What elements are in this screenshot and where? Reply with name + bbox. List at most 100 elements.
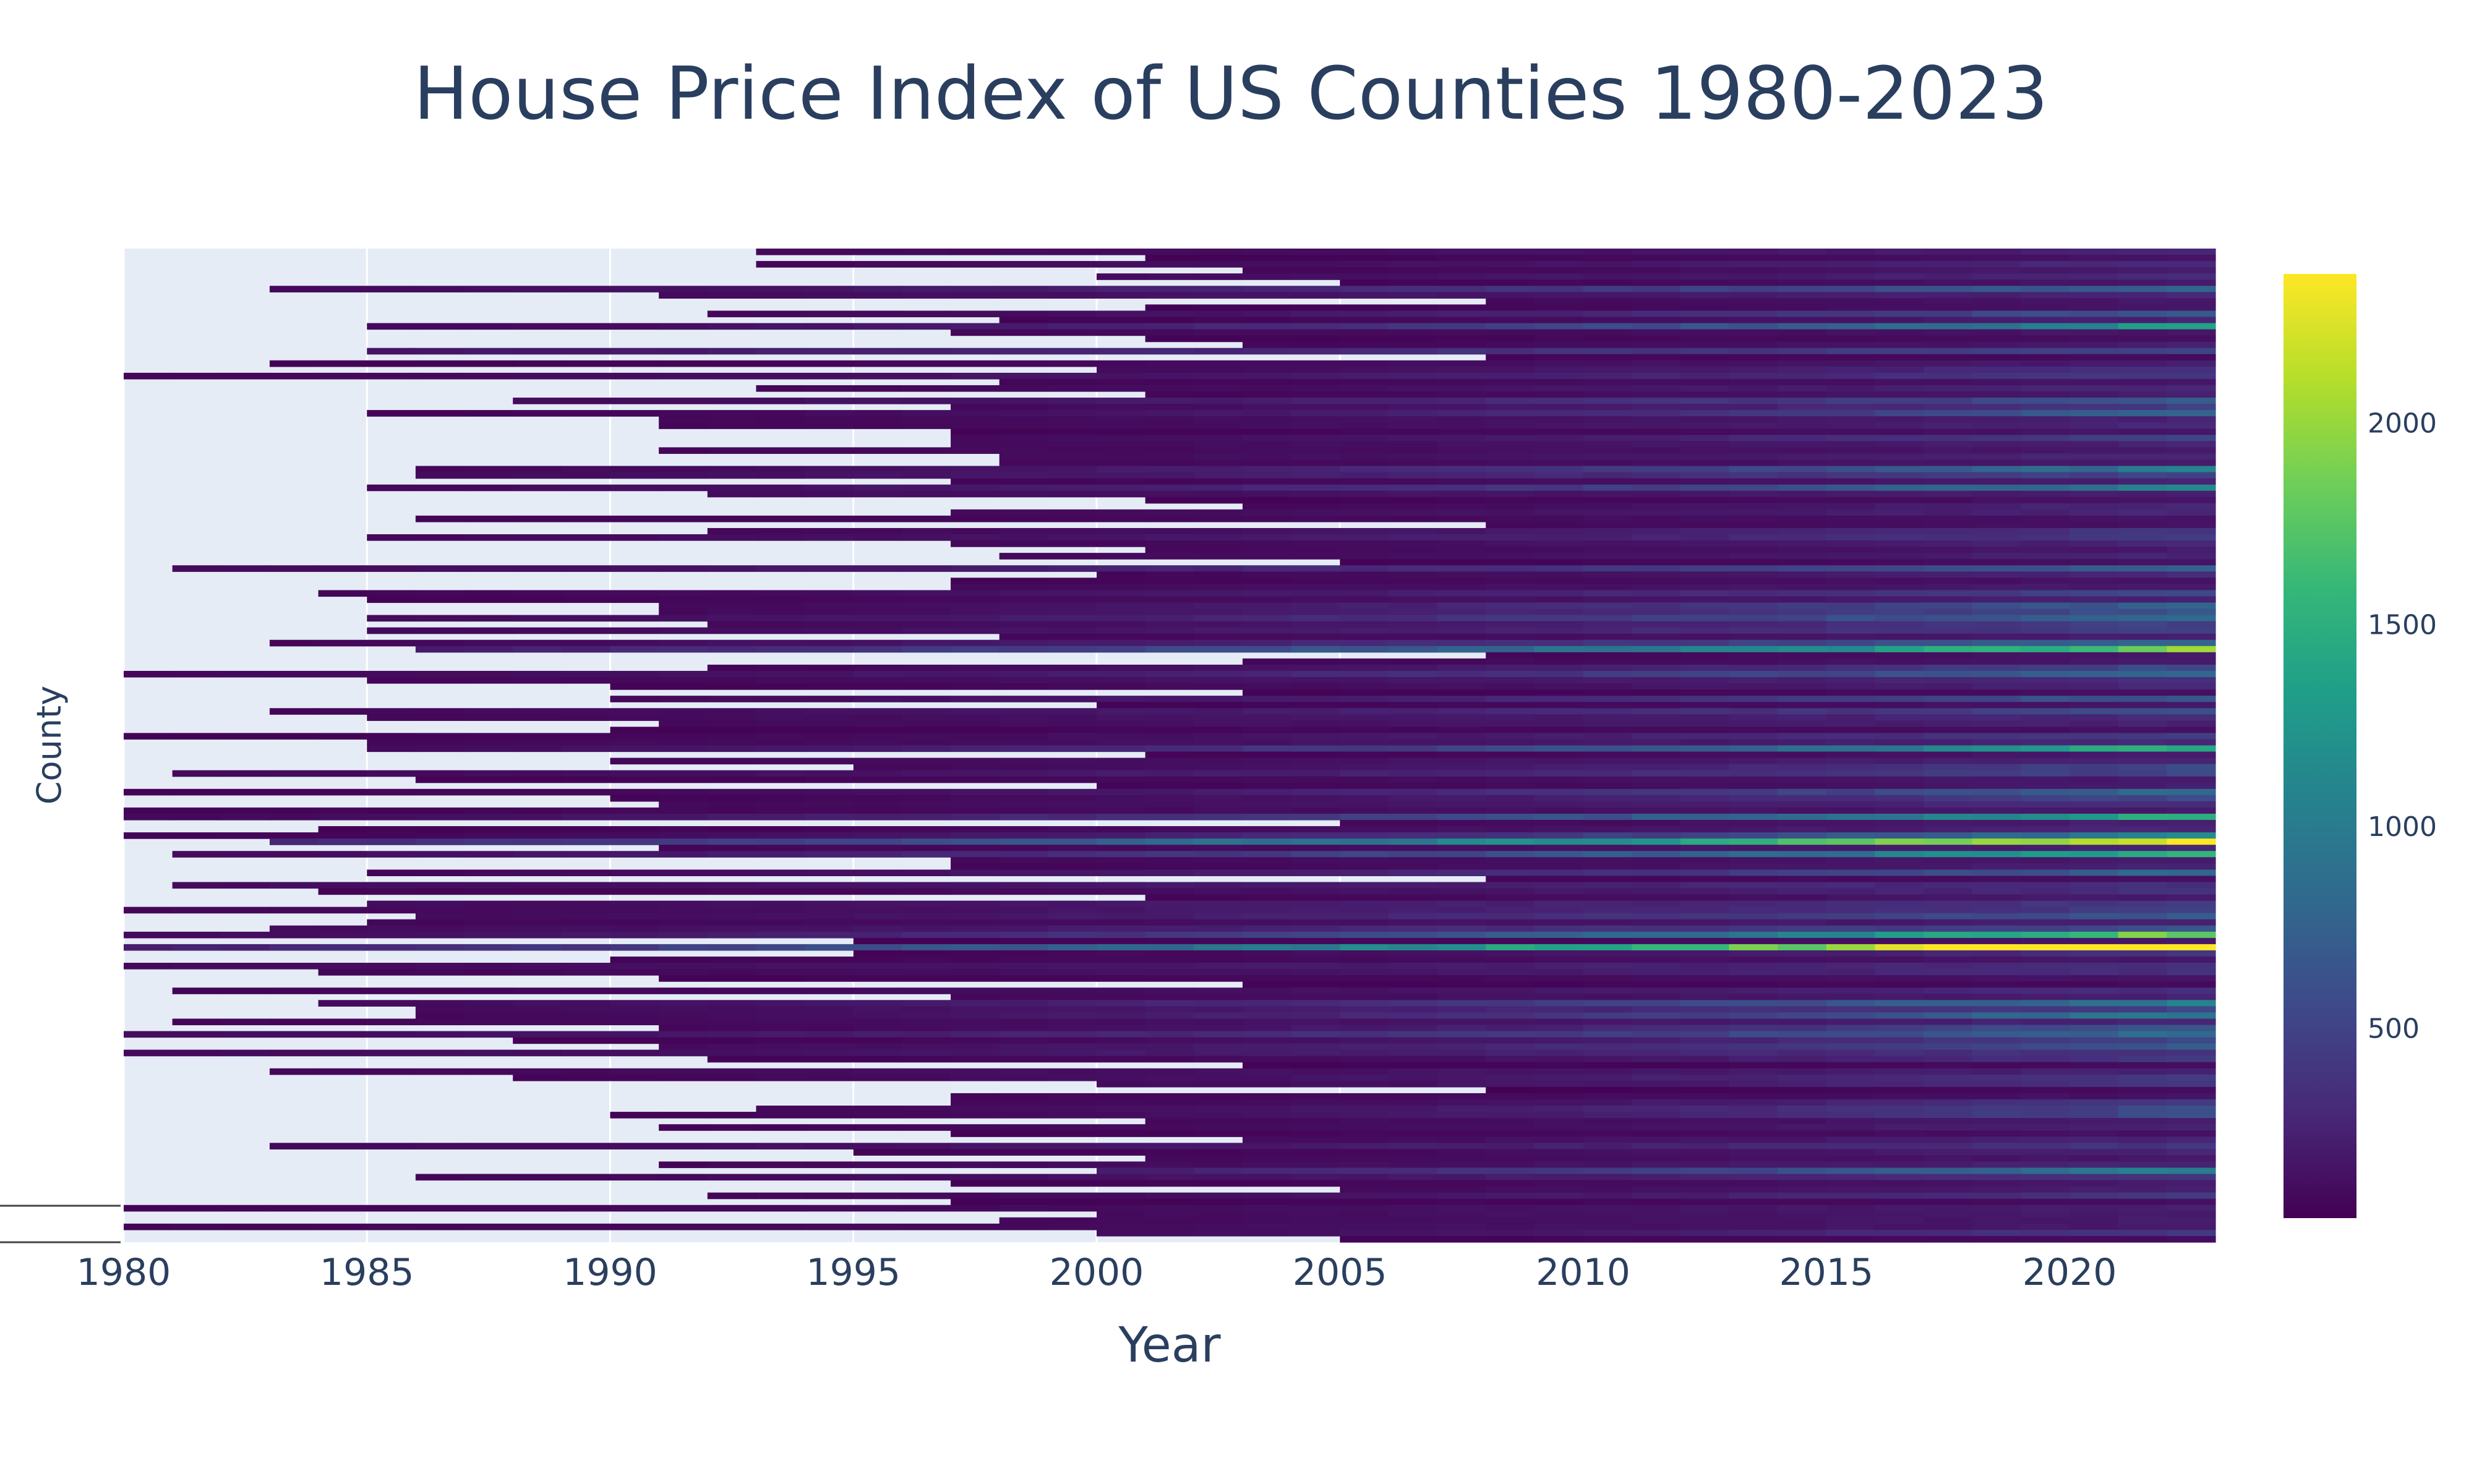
heatmap-cell	[1680, 1086, 1730, 1094]
heatmap-cell	[805, 372, 854, 380]
heatmap-cell	[1778, 490, 1827, 498]
heatmap-cell	[1534, 757, 1584, 765]
heatmap-cell	[1486, 298, 1535, 305]
heatmap-cell	[1145, 720, 1194, 727]
heatmap-cell	[1826, 1186, 1876, 1193]
heatmap-cell	[1680, 416, 1730, 423]
heatmap-cell	[1680, 261, 1730, 268]
heatmap-cell	[1778, 1086, 1827, 1094]
heatmap-cell	[2070, 553, 2119, 560]
heatmap-cell	[756, 348, 805, 355]
plot-area[interactable]	[122, 249, 2216, 1243]
heatmap-cell	[2021, 882, 2070, 889]
heatmap-cell	[1145, 1205, 1194, 1212]
heatmap-cell	[756, 670, 805, 678]
heatmap-cell	[1826, 578, 1876, 584]
heatmap-cell	[1388, 310, 1438, 318]
heatmap-cell	[707, 845, 757, 851]
heatmap-cell	[853, 422, 903, 429]
heatmap-cell	[707, 1161, 757, 1169]
heatmap-cell	[1875, 366, 1924, 373]
heatmap-cell	[1924, 534, 1973, 541]
heatmap-cell	[1534, 876, 1584, 883]
heatmap-cell	[805, 1043, 854, 1051]
heatmap-row	[659, 292, 2216, 299]
heatmap-cell	[1875, 969, 1924, 976]
heatmap-cell	[318, 807, 367, 814]
heatmap-row	[707, 490, 2216, 498]
heatmap-cell	[1778, 757, 1827, 765]
heatmap-cell	[1291, 963, 1340, 970]
heatmap-cell	[1486, 559, 1535, 566]
heatmap-cell	[951, 683, 1000, 690]
heatmap-cell	[1632, 304, 1681, 312]
heatmap-row	[659, 975, 2216, 982]
heatmap-cell	[610, 851, 659, 858]
heatmap-cell	[2070, 1143, 2119, 1149]
heatmap-cell	[1486, 1006, 1535, 1013]
heatmap-cell	[1145, 1155, 1194, 1162]
heatmap-cell	[1486, 565, 1535, 572]
heatmap-cell	[1437, 1118, 1486, 1125]
heatmap-cell	[2021, 1155, 2070, 1162]
heatmap-cell	[1826, 727, 1876, 734]
heatmap-cell	[1680, 527, 1730, 535]
heatmap-cell	[1194, 994, 1243, 1000]
heatmap-cell	[2021, 826, 2070, 833]
heatmap-cell	[1486, 478, 1535, 485]
heatmap-cell	[1632, 937, 1681, 945]
heatmap-cell	[999, 429, 1048, 435]
heatmap-cell	[1729, 670, 1778, 678]
heatmap-cell	[902, 323, 951, 330]
heatmap-cell	[1924, 323, 1973, 330]
heatmap-cell	[1729, 578, 1778, 584]
heatmap-cell	[1632, 851, 1681, 858]
heatmap-cell	[269, 987, 319, 994]
heatmap-cell	[561, 677, 611, 684]
heatmap-cell	[2118, 553, 2167, 560]
heatmap-cell	[1632, 410, 1681, 417]
heatmap-cell	[805, 292, 854, 299]
heatmap-cell	[1340, 1174, 1389, 1181]
heatmap-cell	[1437, 565, 1486, 572]
heatmap-cell	[1680, 757, 1730, 765]
heatmap-cell	[805, 590, 854, 597]
heatmap-cell	[951, 590, 1000, 597]
heatmap-cell	[1145, 1043, 1194, 1051]
heatmap-cell	[1729, 1000, 1778, 1007]
heatmap-cells[interactable]	[124, 249, 2216, 1243]
heatmap-cell	[1291, 1143, 1340, 1149]
heatmap-cell	[1291, 441, 1340, 448]
heatmap-cell	[1145, 490, 1194, 498]
heatmap-cell	[1924, 838, 1973, 845]
heatmap-cell	[464, 1031, 513, 1038]
heatmap-cell	[1924, 441, 1973, 448]
heatmap-cell	[1145, 385, 1194, 392]
heatmap-row	[124, 807, 2216, 814]
heatmap-row	[659, 422, 2216, 429]
heatmap-cell	[2118, 249, 2167, 255]
heatmap-cell	[1778, 391, 1827, 398]
heatmap-cell	[1826, 571, 1876, 578]
heatmap-cell	[1145, 472, 1194, 479]
heatmap-cell	[1826, 950, 1876, 957]
heatmap-cell	[2167, 484, 2216, 492]
heatmap-cell	[1388, 751, 1438, 759]
heatmap-cell	[902, 1143, 951, 1149]
heatmap-cell	[2118, 838, 2167, 845]
heatmap-cell	[2167, 1149, 2216, 1156]
heatmap-cell	[2070, 919, 2119, 926]
heatmap-cell	[2070, 509, 2119, 516]
heatmap-cell	[1486, 509, 1535, 516]
heatmap-cell	[1534, 571, 1584, 578]
heatmap-cell	[951, 969, 1000, 976]
heatmap-cell	[1680, 484, 1730, 492]
heatmap-cell	[513, 670, 562, 678]
heatmap-cell	[756, 398, 805, 404]
heatmap-cell	[2021, 1093, 2070, 1100]
heatmap-cell	[1729, 770, 1778, 777]
heatmap-cell	[2167, 888, 2216, 895]
heatmap-cell	[659, 963, 708, 970]
heatmap-cell	[1048, 845, 1097, 851]
heatmap-cell	[1826, 832, 1876, 839]
